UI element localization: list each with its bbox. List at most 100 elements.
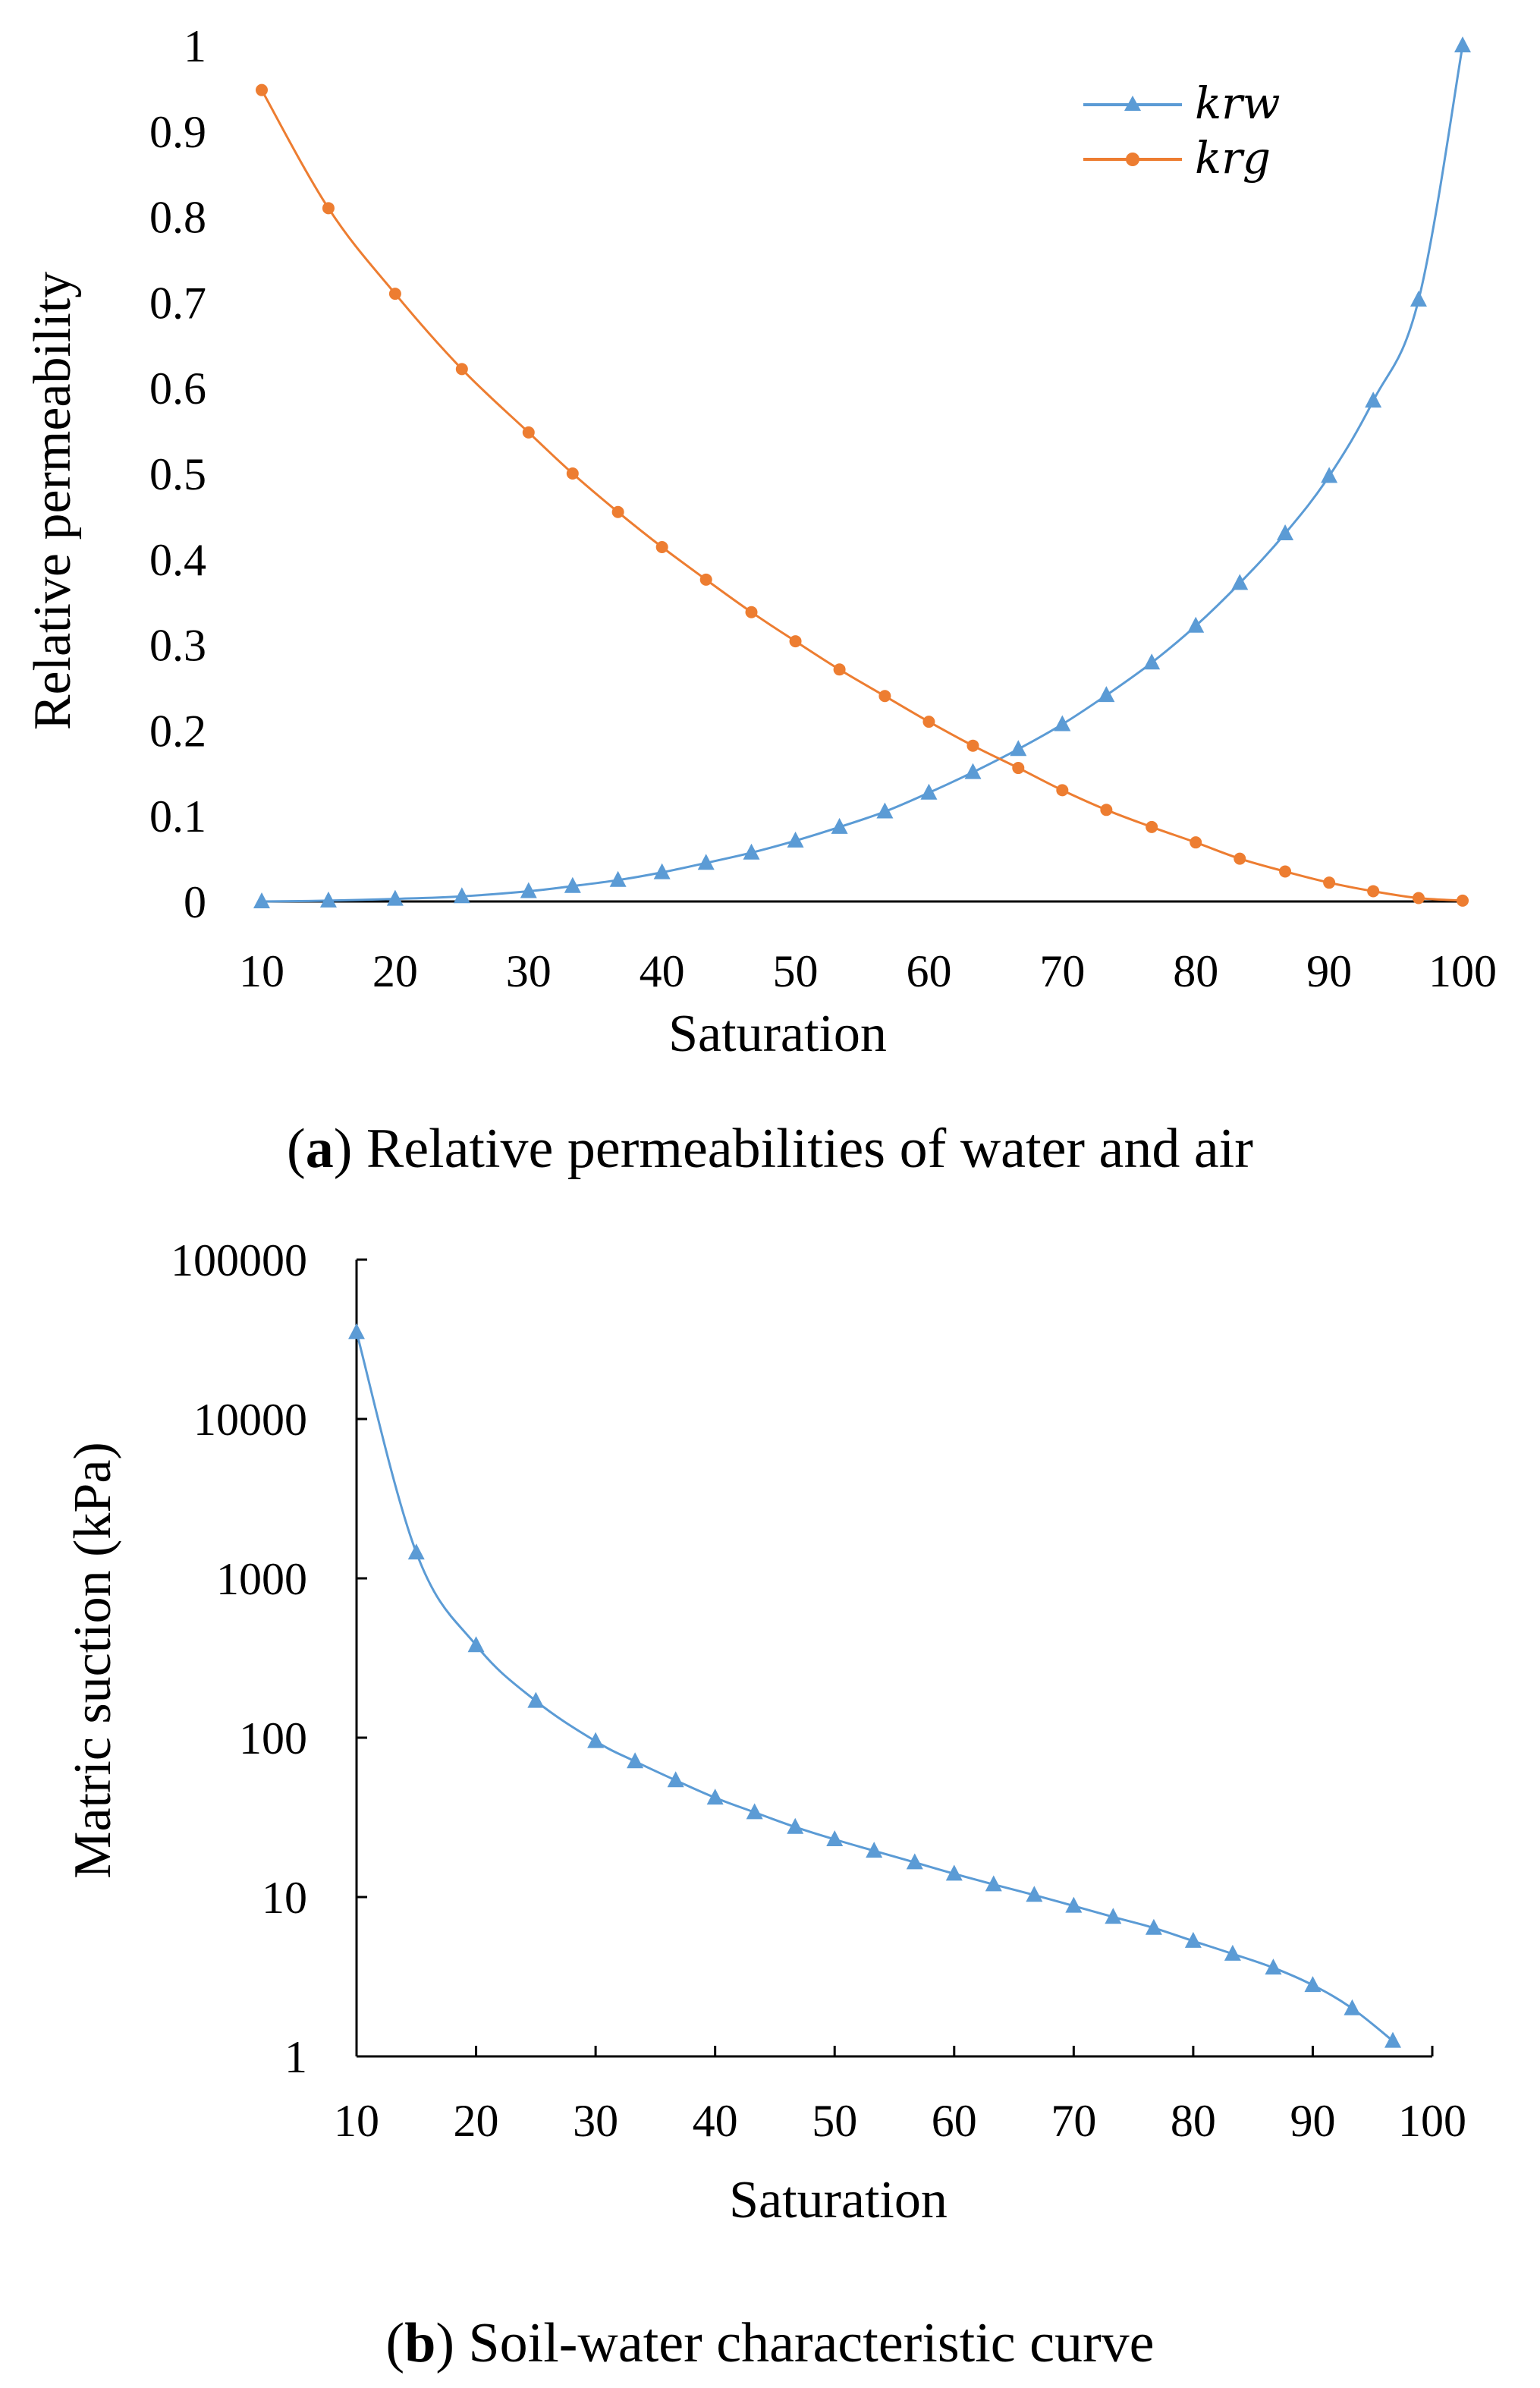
panel-a-y-tick-label: 0.1 <box>149 791 206 842</box>
data-point-matric-suction <box>1384 2031 1402 2048</box>
data-point-krg <box>1100 804 1113 816</box>
data-point-krw <box>1277 524 1294 540</box>
data-point-krw <box>1054 715 1071 732</box>
data-point-matric-suction <box>348 1323 365 1339</box>
panel-a-legend: krw krg <box>1083 77 1281 184</box>
panel-b-y-tick-label: 1 <box>284 2032 307 2082</box>
data-point-matric-suction <box>527 1691 545 1708</box>
panel-b-caption-label: b <box>404 2312 435 2374</box>
data-point-matric-suction <box>1065 1896 1083 1913</box>
data-point-krg <box>1367 885 1380 898</box>
data-point-matric-suction <box>467 1636 485 1653</box>
data-point-matric-suction <box>706 1789 724 1805</box>
data-point-krg <box>789 635 802 648</box>
data-point-matric-suction <box>587 1732 605 1748</box>
panel-a-x-tick-label: 20 <box>372 946 418 996</box>
panel-a-y-tick-label: 0 <box>184 877 206 927</box>
panel-a-y-axis-title: Relative permeability <box>24 272 82 731</box>
legend-item-krg: krg <box>1083 132 1271 184</box>
panel-b-series <box>348 1323 1402 2048</box>
data-point-krg <box>699 573 712 586</box>
data-point-matric-suction <box>945 1864 963 1881</box>
panel-a-y-tick-label: 0.9 <box>149 107 206 157</box>
legend-label-krg: krg <box>1195 132 1271 184</box>
panel-a-y-tick-label: 0.5 <box>149 449 206 499</box>
data-point-krw <box>564 876 581 893</box>
panel-b-x-tick-label: 60 <box>932 2096 977 2146</box>
data-point-matric-suction <box>866 1842 883 1858</box>
data-point-krg <box>833 663 846 676</box>
series-line-krw <box>261 45 1464 903</box>
panel-b-x-tick-label: 80 <box>1171 2096 1216 2146</box>
panel-b-y-tick-labels: 1 10 100 1000 10000 100000 <box>171 1235 367 2082</box>
panel-a-x-tick-label: 80 <box>1173 946 1218 996</box>
panel-b-soil-water-characteristic-chart: 1 10 100 1000 10000 100000 10 20 30 40 50 60 70 80 90… <box>64 1235 1466 2374</box>
panel-a-x-tick-label: 100 <box>1428 946 1497 996</box>
panel-a-y-tick-label: 1 <box>184 21 206 71</box>
panel-a-y-tick-label: 0.8 <box>149 193 206 243</box>
data-point-krw <box>1187 616 1205 633</box>
data-point-matric-suction <box>1105 1908 1122 1924</box>
data-point-krw <box>386 889 404 906</box>
data-point-krw <box>787 831 804 848</box>
data-point-matric-suction <box>787 1817 804 1834</box>
data-point-matric-suction <box>1145 1918 1162 1935</box>
data-point-matric-suction <box>906 1853 923 1870</box>
data-point-krg <box>1323 876 1336 889</box>
panel-b-y-tick-label: 100 <box>239 1713 307 1763</box>
panel-a-x-tick-label: 90 <box>1306 946 1352 996</box>
data-point-krg <box>922 716 935 728</box>
data-point-krg <box>1012 762 1025 775</box>
data-point-krw <box>609 870 627 887</box>
data-point-krg <box>1056 784 1069 797</box>
data-point-krw <box>876 802 894 819</box>
data-point-krg <box>256 83 268 96</box>
panel-b-x-tick-label: 40 <box>693 2096 738 2146</box>
series-line-matric-suction <box>355 1332 1394 2042</box>
data-point-matric-suction <box>667 1771 684 1788</box>
panel-a-caption-text: ) Relative permeabilities of water and a… <box>334 1118 1253 1180</box>
data-point-krw <box>453 887 470 904</box>
data-point-krw <box>520 882 537 898</box>
data-point-krg <box>522 426 535 439</box>
panel-b-x-tick-label: 20 <box>454 2096 499 2146</box>
data-point-krw <box>1098 686 1115 703</box>
panel-a-series <box>253 36 1471 908</box>
data-point-matric-suction <box>1344 1999 1361 2015</box>
data-point-krw <box>253 892 270 908</box>
data-point-krg <box>611 505 624 518</box>
panel-b-caption: (b) Soil-water characteristic curve <box>386 2312 1155 2374</box>
panel-b-y-tick-label: 100000 <box>171 1235 307 1285</box>
data-point-krw <box>653 863 671 879</box>
panel-a-x-tick-label: 50 <box>773 946 819 996</box>
data-point-krw <box>920 783 938 800</box>
data-point-krg <box>655 541 668 554</box>
legend-item-krw: krw <box>1083 77 1281 129</box>
data-point-matric-suction <box>985 1875 1002 1892</box>
data-point-krw <box>1410 291 1427 307</box>
data-point-matric-suction <box>826 1830 844 1847</box>
panel-a-x-tick-labels: 10 20 30 40 50 60 70 80 90 100 <box>239 946 1497 996</box>
panel-b-caption-text: ) Soil-water characteristic curve <box>435 2312 1154 2374</box>
series-line-krg <box>260 89 1463 902</box>
data-point-krg <box>878 690 891 703</box>
panel-b-x-tick-label: 90 <box>1290 2096 1335 2146</box>
data-point-krg <box>455 363 468 376</box>
panel-b-y-tick-label: 10 <box>262 1873 307 1923</box>
panel-b-x-tick-label: 30 <box>573 2096 618 2146</box>
panel-a-x-tick-label: 70 <box>1039 946 1085 996</box>
data-point-krw <box>1454 36 1471 52</box>
panel-a-y-tick-labels: 0 0.1 0.2 0.3 0.4 0.5 0.6 0.7 0.8 0.9 1 <box>149 21 206 927</box>
data-point-krw <box>1231 574 1249 590</box>
panel-a-y-tick-label: 0.3 <box>149 621 206 671</box>
panel-a-x-tick-label: 30 <box>506 946 552 996</box>
data-point-krg <box>966 739 979 752</box>
data-point-matric-suction <box>1224 1944 1241 1961</box>
data-point-krg <box>388 288 401 300</box>
panel-a-x-tick-label: 40 <box>640 946 685 996</box>
data-point-krg <box>322 202 335 215</box>
data-point-krw <box>1321 467 1338 483</box>
panel-b-y-tick-label: 1000 <box>216 1554 307 1604</box>
legend-marker-krw <box>1124 96 1141 111</box>
